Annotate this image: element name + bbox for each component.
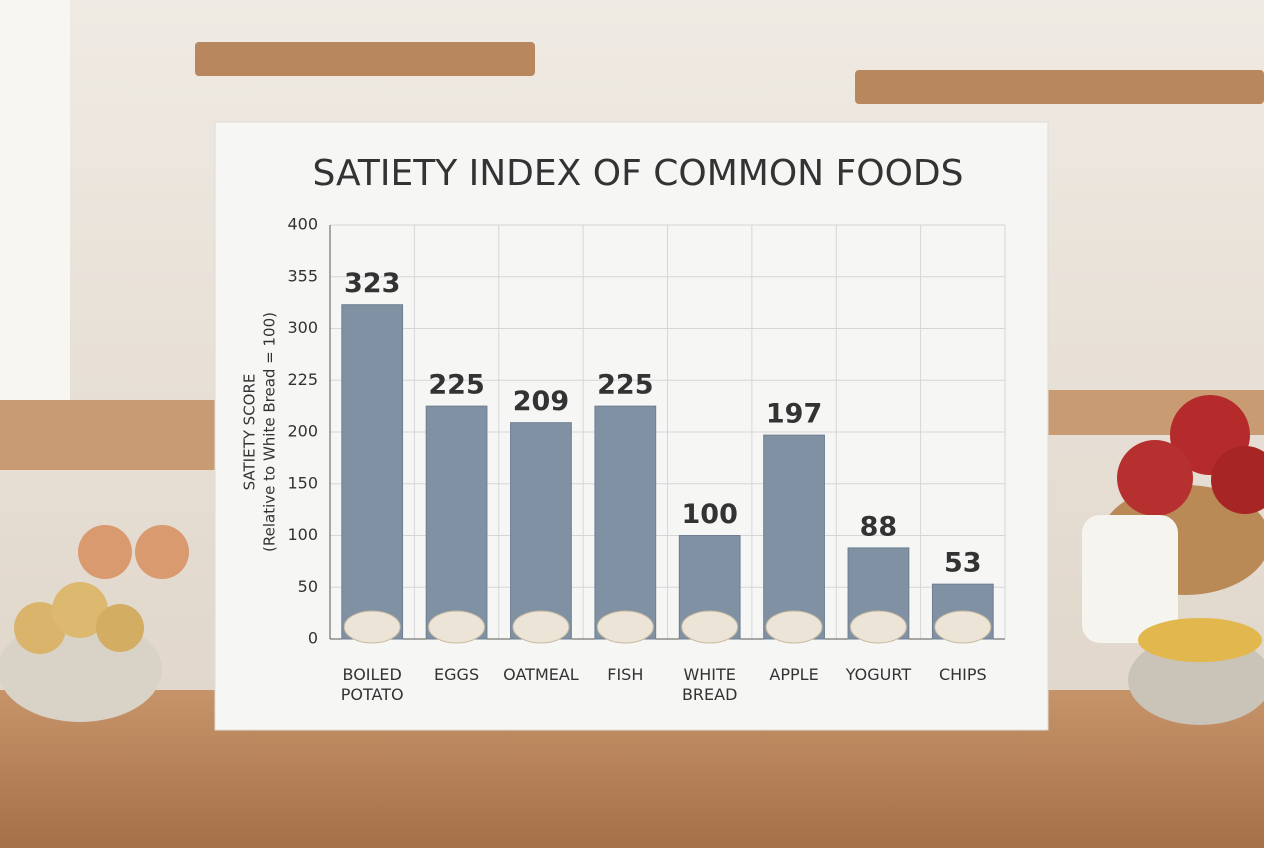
y-tick-label: 150 bbox=[287, 473, 318, 492]
x-tick-label: OATMEAL bbox=[503, 665, 579, 684]
food-icon bbox=[343, 610, 401, 644]
food-icon bbox=[596, 610, 654, 644]
y-tick-label: 300 bbox=[287, 318, 318, 337]
bar bbox=[763, 434, 825, 640]
y-tick-label: 400 bbox=[287, 215, 318, 234]
shelf bbox=[195, 42, 535, 76]
food-icon bbox=[849, 610, 907, 644]
x-tick-label: BOILED POTATO bbox=[340, 665, 404, 704]
food-icon bbox=[765, 610, 823, 644]
x-tick-label: EGGS bbox=[434, 665, 480, 684]
chips bbox=[1138, 618, 1262, 662]
value-label: 225 bbox=[597, 370, 653, 401]
value-label: 209 bbox=[513, 386, 569, 417]
value-label: 197 bbox=[766, 399, 822, 430]
food-icon bbox=[934, 610, 992, 644]
y-tick-label: 200 bbox=[287, 422, 318, 441]
x-tick-label: YOGURT bbox=[845, 665, 912, 684]
food-icon bbox=[681, 610, 739, 644]
milk-jar bbox=[1082, 515, 1178, 643]
y-tick-label: 225 bbox=[287, 370, 318, 389]
x-tick-label: WHITE BREAD bbox=[681, 665, 738, 704]
bar bbox=[510, 422, 572, 640]
shelf bbox=[855, 70, 1264, 104]
apple bbox=[1117, 440, 1193, 516]
y-tick-label: 355 bbox=[287, 266, 318, 285]
food-icon bbox=[512, 610, 570, 644]
counter-back bbox=[0, 400, 215, 470]
x-tick-label: FISH bbox=[607, 665, 644, 684]
y-axis-title: SATIETY SCORE bbox=[241, 374, 259, 491]
y-tick-label: 0 bbox=[308, 629, 318, 648]
potato bbox=[96, 604, 144, 652]
value-label: 100 bbox=[682, 499, 738, 530]
value-label: 88 bbox=[860, 511, 898, 542]
y-tick-label: 50 bbox=[298, 577, 318, 596]
chart-title: SATIETY INDEX OF COMMON FOODS bbox=[313, 153, 964, 194]
food-icon bbox=[428, 610, 486, 644]
x-tick-label: APPLE bbox=[769, 665, 819, 684]
window bbox=[0, 0, 70, 400]
value-label: 323 bbox=[344, 268, 400, 299]
bar bbox=[594, 405, 657, 640]
value-label: 225 bbox=[428, 370, 484, 401]
y-tick-label: 100 bbox=[287, 525, 318, 544]
value-label: 53 bbox=[944, 548, 982, 579]
egg bbox=[135, 525, 189, 579]
bar bbox=[341, 304, 404, 640]
bar bbox=[425, 405, 488, 640]
x-tick-label: CHIPS bbox=[938, 665, 987, 684]
y-axis-subtitle: (Relative to White Bread = 100) bbox=[261, 312, 279, 552]
egg bbox=[78, 525, 132, 579]
potato bbox=[52, 582, 108, 638]
apple bbox=[1211, 446, 1264, 514]
